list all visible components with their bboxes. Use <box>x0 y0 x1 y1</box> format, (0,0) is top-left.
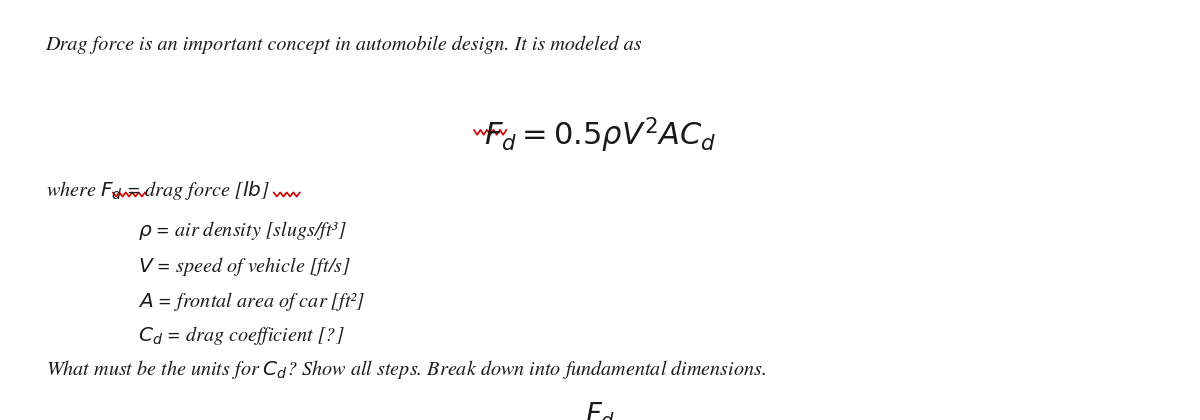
Text: $\mathit{F_d} = 0.5\rho V^2 A C_d$: $\mathit{F_d} = 0.5\rho V^2 A C_d$ <box>484 116 716 155</box>
Text: Drag force is an important concept in automobile design. It is modeled as: Drag force is an important concept in au… <box>46 36 642 54</box>
Text: where $\mathit{F_d}$ = drag force [$\mathit{lb}$]: where $\mathit{F_d}$ = drag force [$\mat… <box>46 178 270 202</box>
Text: $\rho$ = air density [slugs/ft³]: $\rho$ = air density [slugs/ft³] <box>138 219 347 242</box>
Text: $\mathit{A}$ = frontal area of car [ft²]: $\mathit{A}$ = frontal area of car [ft²] <box>138 290 366 313</box>
Text: $\mathit{F_d}$: $\mathit{F_d}$ <box>584 400 616 420</box>
Text: $\mathit{C_d}$ = drag coefficient [?]: $\mathit{C_d}$ = drag coefficient [?] <box>138 324 344 347</box>
Text: What must be the units for $\mathit{C_d}$? Show all steps. Break down into funda: What must be the units for $\mathit{C_d}… <box>46 358 766 381</box>
Text: $\mathit{V}$ = speed of vehicle [ft/s]: $\mathit{V}$ = speed of vehicle [ft/s] <box>138 255 352 278</box>
